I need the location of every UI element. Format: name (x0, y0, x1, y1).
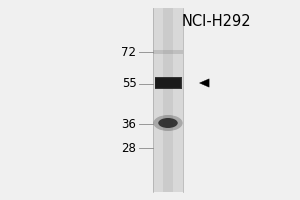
Ellipse shape (158, 118, 178, 128)
Bar (158, 79, 178, 87)
Bar (160, 81, 176, 85)
Bar (155, 78, 181, 88)
Bar (156, 79, 180, 87)
Bar (158, 80, 178, 86)
Text: NCI-H292: NCI-H292 (181, 14, 251, 29)
Bar (153, 50, 183, 54)
Ellipse shape (153, 115, 183, 131)
Text: 55: 55 (122, 77, 136, 90)
Bar (154, 77, 182, 88)
Bar (163, 8, 173, 192)
Bar (159, 80, 178, 86)
Text: 72: 72 (122, 46, 136, 58)
Polygon shape (200, 79, 209, 87)
Bar (157, 79, 179, 87)
Bar (156, 78, 180, 88)
Text: 28: 28 (122, 142, 136, 154)
Text: 36: 36 (122, 117, 136, 130)
Bar (153, 8, 183, 192)
